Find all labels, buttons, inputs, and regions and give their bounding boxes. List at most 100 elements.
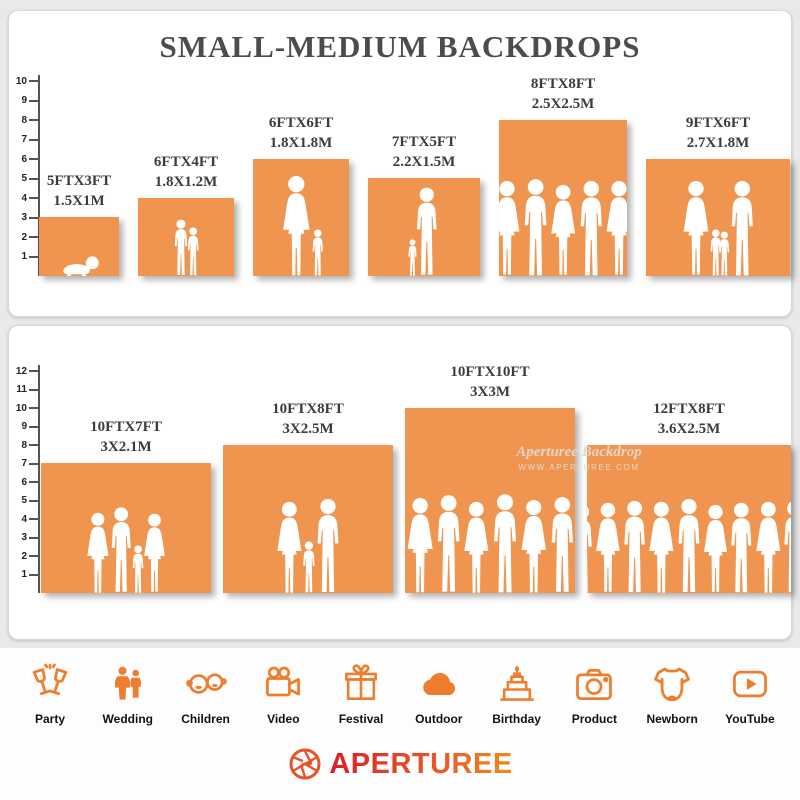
ruler-tick-9: 9 (16, 421, 38, 433)
backdrop-10ftx8ft: 10FTX8FT 3X2.5M (223, 400, 393, 593)
backdrop-7ftx5ft: 7FTX5FT 2.2X1.5M (368, 133, 480, 276)
ruler-tick-10: 10 (16, 402, 38, 414)
backdrop-6ftx6ft: 6FTX6FT 1.8X1.8M (253, 114, 349, 276)
backdrop-chart-top: 5FTX3FT 1.5X1M 6FTX4FT 1.8X1.2M 6FTX6FT 1.8X1… (39, 75, 790, 276)
category-label: YouTube (725, 712, 775, 726)
backdrop-size-label: 10FTX7FT 3X2.1M (90, 419, 162, 455)
backdrop-5ftx3ft: 5FTX3FT 1.5X1M (39, 172, 119, 276)
person-silhouette-man (784, 500, 791, 593)
category-outdoor: Outdoor (403, 662, 475, 726)
backdrop-size-label: 12FTX8FT 3.6X2.5M (653, 401, 725, 437)
backdrop-chart-bottom: 10FTX7FT 3X2.1M 10FTX8FT 3X2.5M 10FTX10FT 3X3… (41, 363, 791, 593)
ruler-tick-6: 6 (16, 476, 38, 488)
backdrop-rect (253, 159, 349, 276)
aperture-logo-icon (289, 748, 321, 780)
newborn-icon (654, 667, 690, 702)
person-silhouette-baby (62, 255, 99, 276)
backdrop-rect (405, 408, 575, 593)
ruler-tick-9: 9 (16, 95, 38, 107)
person-silhouette-man (731, 180, 753, 276)
person-silhouette-man (551, 497, 573, 593)
backdrop-12ftx8ft: 12FTX8FT 3.6X2.5M (587, 400, 791, 593)
youtube-icon (732, 670, 767, 698)
category-video: Video (247, 662, 319, 726)
backdrop-size-label: 6FTX6FT 1.8X1.8M (268, 115, 334, 151)
backdrop-rect (587, 445, 791, 593)
category-label: Wedding (102, 712, 153, 726)
backdrop-rect (646, 159, 790, 276)
ruler-tick-2: 2 (16, 550, 38, 562)
category-product: Product (558, 662, 630, 726)
backdrop-6ftx4ft: 6FTX4FT 1.8X1.2M (138, 153, 234, 276)
ruler-tick-11: 11 (16, 384, 38, 396)
backdrop-size-label: 9FTX6FT 2.7X1.8M (685, 115, 751, 151)
ruler-rail (38, 365, 40, 593)
ruler-tick-5: 5 (16, 173, 38, 185)
backdrop-rect (138, 198, 234, 276)
person-silhouette-child (187, 227, 199, 276)
ruler-tick-7: 7 (16, 134, 38, 146)
ruler-rail (38, 75, 40, 276)
children-icon (185, 673, 227, 694)
category-label: Product (571, 712, 618, 726)
person-silhouette-woman (143, 514, 165, 593)
festival-icon (345, 664, 378, 700)
category-row: Party Wedding Children Video Festival Outdoor… (14, 662, 786, 726)
ruler-top: 1 2 3 4 5 6 7 8 9 10 (13, 75, 40, 276)
backdrop-rect (499, 120, 627, 276)
backdrop-size-label: 8FTX8FT 2.5X2.5M (530, 76, 596, 112)
backdrop-size-label: 10FTX10FT 3X3M (450, 364, 530, 400)
panel-large-backdrops: 1 2 3 4 5 6 7 8 9 10 11 12 10FTX7FT 3X2.1M 10FTX8FT 3X… (8, 325, 792, 640)
backdrop-10ftx10ft: 10FTX10FT 3X3M (405, 363, 575, 593)
outdoor-icon (423, 672, 455, 695)
ruler-tick-5: 5 (16, 495, 38, 507)
ruler-tick-1: 1 (16, 251, 38, 263)
person-silhouette-child (312, 229, 323, 276)
backdrop-size-label: 5FTX3FT 1.5X1M (46, 173, 112, 209)
category-children: Children (170, 662, 242, 726)
category-party: Party (14, 662, 86, 726)
product-icon (576, 669, 613, 701)
ruler-tick-3: 3 (16, 532, 38, 544)
brand-logo: APERTUREE (0, 746, 800, 782)
backdrop-rect (368, 178, 480, 276)
category-label: Newborn (646, 712, 698, 726)
ruler-bottom: 1 2 3 4 5 6 7 8 9 10 11 12 (13, 365, 40, 593)
category-birthday: Birthday (481, 662, 553, 726)
ruler-tick-3: 3 (16, 212, 38, 224)
category-newborn: Newborn (636, 662, 708, 726)
ruler-tick-4: 4 (16, 513, 38, 525)
panel-small-medium-backdrops: SMALL-MEDIUM BACKDROPS 1 2 3 4 5 6 7 8 9 10 5FTX3… (8, 10, 792, 317)
person-silhouette-man (317, 499, 339, 593)
birthday-icon (499, 666, 534, 701)
ruler-tick-8: 8 (16, 114, 38, 126)
page-title: SMALL-MEDIUM BACKDROPS (159, 29, 641, 64)
ruler-tick-12: 12 (16, 365, 38, 377)
ruler-tick-10: 10 (16, 75, 38, 87)
backdrop-10ftx7ft: 10FTX7FT 3X2.1M (41, 418, 211, 593)
wedding-icon (114, 666, 141, 700)
video-icon (266, 666, 301, 697)
category-label: Festival (338, 712, 384, 726)
backdrop-size-label: 10FTX8FT 3X2.5M (272, 401, 344, 437)
category-label: Party (34, 712, 66, 726)
category-label: Children (181, 712, 230, 726)
ruler-tick-2: 2 (16, 231, 38, 243)
ruler-tick-6: 6 (16, 153, 38, 165)
category-label: Video (267, 712, 300, 726)
person-silhouette-woman (606, 181, 627, 276)
ruler-tick-4: 4 (16, 192, 38, 204)
backdrop-9ftx6ft: 9FTX6FT 2.7X1.8M (646, 114, 790, 276)
party-icon (32, 663, 68, 696)
ruler-tick-8: 8 (16, 439, 38, 451)
backdrop-size-label: 6FTX4FT 1.8X1.2M (153, 154, 219, 190)
category-label: Birthday (492, 712, 541, 726)
category-festival: Festival (325, 662, 397, 726)
brand-name: APERTUREE (329, 747, 513, 780)
category-wedding: Wedding (92, 662, 164, 726)
ruler-tick-7: 7 (16, 458, 38, 470)
category-youtube: YouTube (714, 662, 786, 726)
person-silhouette-man (416, 187, 437, 276)
backdrop-rect (223, 445, 393, 593)
backdrop-rect (41, 463, 211, 593)
